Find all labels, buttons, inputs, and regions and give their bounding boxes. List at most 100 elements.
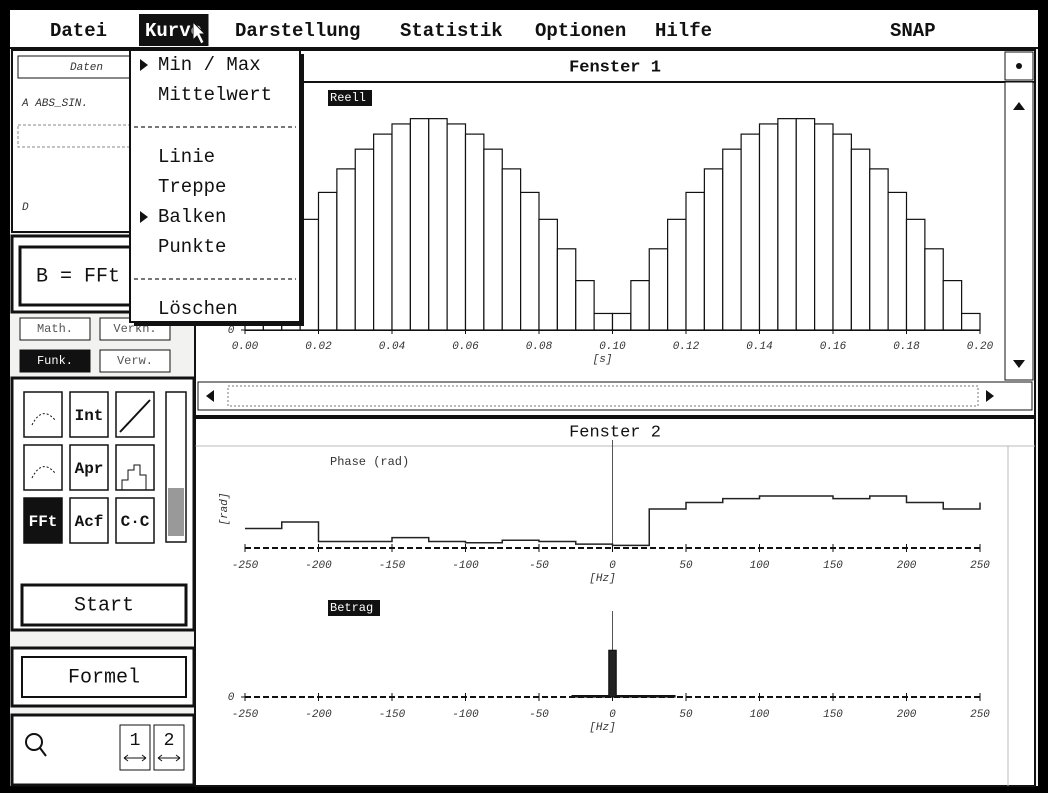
function-cell[interactable] <box>24 445 62 490</box>
function-label[interactable]: Acf <box>75 513 104 531</box>
bar <box>653 696 660 697</box>
dropdown-item[interactable]: Punkte <box>158 236 226 258</box>
fuller-dot <box>1016 63 1022 69</box>
x-axis-label: [Hz] <box>589 722 615 734</box>
bar <box>374 134 392 330</box>
x-tick-label: 0.18 <box>893 341 920 353</box>
bar <box>907 219 925 330</box>
x-tick-label: 0.04 <box>379 341 405 353</box>
data-item[interactable]: A ABS_SIN. <box>21 98 88 110</box>
x-tick-label: -50 <box>529 560 549 572</box>
bar <box>466 134 484 330</box>
bar <box>962 313 980 330</box>
x-tick-label: -150 <box>379 560 406 572</box>
window-title: Fenster 2 <box>569 423 661 442</box>
x-tick-label: -250 <box>232 709 259 721</box>
bar <box>631 696 638 697</box>
bar <box>594 696 601 697</box>
data-item[interactable]: D <box>22 202 29 214</box>
x-tick-label: 0 <box>609 560 616 572</box>
bar <box>668 219 686 330</box>
x-tick-label: -200 <box>305 560 332 572</box>
formula-label[interactable]: Formel <box>68 666 140 689</box>
function-cell[interactable] <box>24 392 62 437</box>
scroll-thumb <box>228 386 978 406</box>
x-tick-label: 0.10 <box>599 341 626 353</box>
bar <box>943 281 961 330</box>
menu-item[interactable]: Datei <box>50 20 107 42</box>
x-tick-label: 0.20 <box>967 341 994 353</box>
bar <box>410 119 428 330</box>
v-scrollbar[interactable] <box>1005 82 1033 380</box>
y-tick-label: 0 <box>228 325 235 337</box>
x-tick-label: 0.16 <box>820 341 847 353</box>
x-tick-label: 150 <box>823 709 843 721</box>
function-label[interactable]: FFt <box>29 513 58 531</box>
tab-label[interactable]: Funk. <box>37 354 73 368</box>
function-label[interactable]: C·C <box>121 513 150 531</box>
bar <box>815 124 833 330</box>
bar <box>760 124 778 330</box>
x-tick-label: -150 <box>379 709 406 721</box>
x-tick-label: -50 <box>529 709 549 721</box>
bar <box>741 134 759 330</box>
bar <box>587 696 594 697</box>
x-tick-label: 0.02 <box>305 341 332 353</box>
y-axis-label: [rad] <box>219 492 231 525</box>
x-axis-label: [Hz] <box>589 573 615 585</box>
tab-label[interactable]: Verw. <box>117 354 153 368</box>
x-tick-label: -100 <box>452 709 479 721</box>
bar <box>925 249 943 330</box>
x-tick-label: 0.14 <box>746 341 772 353</box>
x-tick-label: 200 <box>897 709 917 721</box>
screen: Fenster 1Fenster 20.000.020.040.060.080.… <box>0 0 1048 793</box>
bar <box>539 219 557 330</box>
x-tick-label: 0.06 <box>452 341 479 353</box>
function-label[interactable]: Apr <box>75 460 104 478</box>
bar <box>355 149 373 330</box>
menu-item[interactable]: Darstellung <box>235 20 360 42</box>
bar <box>557 249 575 330</box>
page: {"menu":{"items":["Datei","Kurve","Darst… <box>0 0 1048 793</box>
dropdown-item[interactable]: Min / Max <box>158 54 261 76</box>
bar <box>609 650 616 697</box>
x-tick-label: 150 <box>823 560 843 572</box>
bar <box>447 124 465 330</box>
start-label[interactable]: Start <box>74 594 134 617</box>
dropdown-item[interactable]: Balken <box>158 206 226 228</box>
bar <box>392 124 410 330</box>
menu-item[interactable]: Optionen <box>535 20 626 42</box>
bar <box>502 169 520 330</box>
function-scroll-thumb <box>168 488 184 536</box>
x-tick-label: 0.12 <box>673 341 700 353</box>
bar <box>649 249 667 330</box>
menu-item[interactable]: Hilfe <box>655 20 712 42</box>
bar <box>484 149 502 330</box>
bar <box>723 149 741 330</box>
bar <box>660 696 667 697</box>
zoom-label[interactable]: 2 <box>164 731 175 751</box>
zoom-label[interactable]: 1 <box>130 731 141 751</box>
x-tick-label: 100 <box>750 560 770 572</box>
y-tick-label: 0 <box>228 692 235 704</box>
menu-item[interactable]: Statistik <box>400 20 503 42</box>
dropdown-item[interactable]: Löschen <box>158 298 238 320</box>
x-axis-label: [s] <box>593 354 613 366</box>
dropdown-item[interactable]: Mittelwert <box>158 84 272 106</box>
dropdown-item[interactable]: Linie <box>158 146 215 168</box>
x-tick-label: 250 <box>970 560 990 572</box>
dropdown-item[interactable]: Treppe <box>158 176 226 198</box>
bar <box>601 696 608 697</box>
x-tick-label: 50 <box>679 709 693 721</box>
x-tick-label: 0.00 <box>232 341 259 353</box>
window-title: Fenster 1 <box>569 58 661 77</box>
app-name: SNAP <box>890 20 936 42</box>
tab-label[interactable]: Math. <box>37 322 73 336</box>
bar <box>572 696 579 697</box>
x-tick-label: 0 <box>609 709 616 721</box>
function-label[interactable]: Int <box>75 407 104 425</box>
bar <box>638 696 645 697</box>
bar <box>833 134 851 330</box>
bar <box>337 169 355 330</box>
chart-label: Reell <box>330 91 366 105</box>
